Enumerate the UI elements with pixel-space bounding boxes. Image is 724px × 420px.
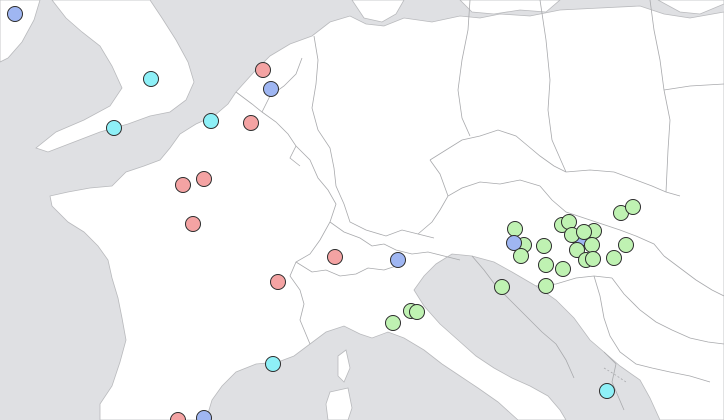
land-continental-europe <box>49 5 724 420</box>
map-marker-cyan[interactable] <box>599 383 615 399</box>
map-marker-red[interactable] <box>243 115 259 131</box>
map-marker-red[interactable] <box>170 412 186 420</box>
map-marker-blue[interactable] <box>7 6 23 22</box>
map-marker-red[interactable] <box>270 274 286 290</box>
map-marker-green[interactable] <box>494 279 510 295</box>
land-corsica <box>337 349 351 383</box>
land-sardinia <box>325 387 353 420</box>
map-marker-cyan[interactable] <box>143 71 159 87</box>
map-marker-green[interactable] <box>409 304 425 320</box>
map-marker-red[interactable] <box>185 216 201 232</box>
map-marker-green[interactable] <box>536 238 552 254</box>
map-marker-cyan[interactable] <box>265 356 281 372</box>
map-marker-red[interactable] <box>196 171 212 187</box>
map-marker-green[interactable] <box>585 251 601 267</box>
map-marker-green[interactable] <box>584 237 600 253</box>
map-marker-red[interactable] <box>327 249 343 265</box>
map-marker-blue[interactable] <box>196 410 212 420</box>
map-marker-green[interactable] <box>625 199 641 215</box>
marker-layer[interactable] <box>7 6 641 420</box>
land-finland-top <box>657 0 724 15</box>
land-great-britain <box>35 0 195 153</box>
map-marker-red[interactable] <box>175 177 191 193</box>
map-marker-green[interactable] <box>569 242 585 258</box>
map-marker-cyan[interactable] <box>203 113 219 129</box>
land-scandinavia <box>351 0 405 23</box>
map-marker-cyan[interactable] <box>106 120 122 136</box>
map-marker-green[interactable] <box>538 257 554 273</box>
map-marker-green[interactable] <box>513 248 529 264</box>
country-borders <box>235 0 724 411</box>
map-marker-blue[interactable] <box>506 235 522 251</box>
map-marker-green[interactable] <box>538 278 554 294</box>
map-marker-green[interactable] <box>606 250 622 266</box>
map-marker-green[interactable] <box>576 224 592 240</box>
map-marker-red[interactable] <box>255 62 271 78</box>
map-marker-blue[interactable] <box>390 252 406 268</box>
map-marker-green[interactable] <box>618 237 634 253</box>
map-marker-green[interactable] <box>561 214 577 230</box>
map-marker-green[interactable] <box>555 261 571 277</box>
map-marker-blue[interactable] <box>263 81 279 97</box>
land-scandinavia-east <box>459 0 561 15</box>
map-marker-green[interactable] <box>507 221 523 237</box>
map-marker-green[interactable] <box>385 315 401 331</box>
